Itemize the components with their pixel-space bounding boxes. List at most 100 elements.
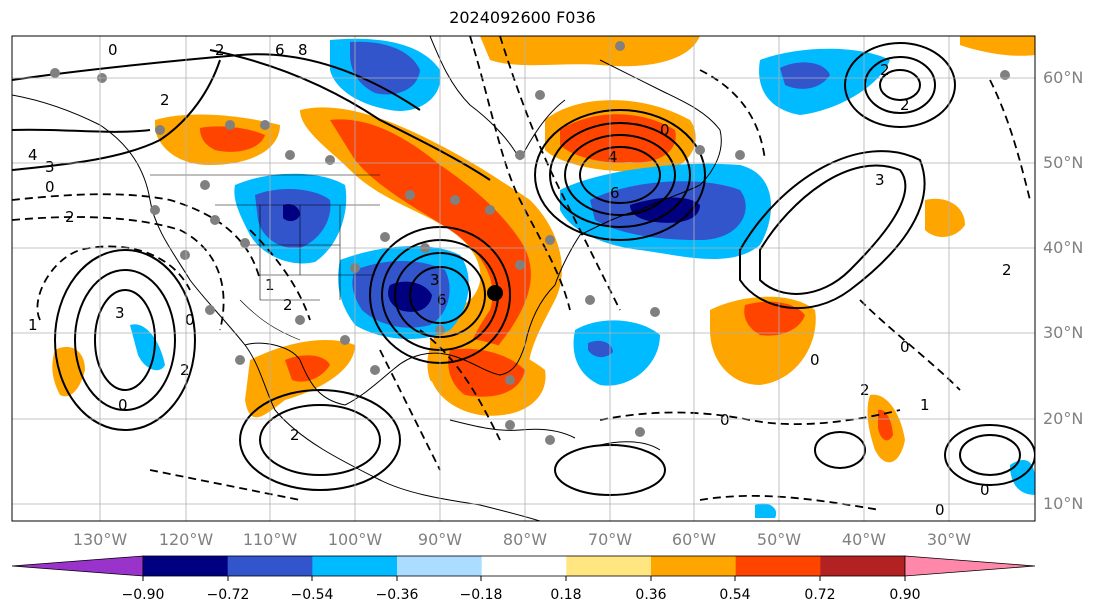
lon-label-100w: 100°W xyxy=(328,530,383,549)
lon-label-120w: 120°W xyxy=(159,530,214,549)
contour-label: 0 xyxy=(900,338,910,356)
colorbar-label: −0.18 xyxy=(460,587,503,603)
contour-label: 3 xyxy=(45,158,55,176)
shade-sky-caribbean xyxy=(573,320,660,386)
weather-map: 0 2 6 8 4 3 2 0 2 1 2 3 0 1 2 3 2 6 0 2 … xyxy=(11,35,1083,549)
lon-label-30w: 30°W xyxy=(927,530,971,549)
colorbar-label: −0.90 xyxy=(122,587,165,603)
gridlines xyxy=(12,36,1035,521)
colorbar-segment xyxy=(651,556,737,576)
contour-label: 2 xyxy=(283,296,293,314)
colorbar-segment xyxy=(397,556,483,576)
lat-label-50n: 50°N xyxy=(1043,153,1083,172)
lat-label-40n: 40°N xyxy=(1043,238,1083,257)
contour-label: 2 xyxy=(1002,261,1012,279)
lat-label-10n: 10°N xyxy=(1043,494,1083,513)
colorbar-label: 0.72 xyxy=(804,587,835,603)
colorbar-segment xyxy=(312,556,398,576)
colorbar-segment xyxy=(227,556,313,576)
lon-label-40w: 40°W xyxy=(842,530,886,549)
shade-red-ca xyxy=(744,301,805,336)
contour-label: 2 xyxy=(215,41,225,59)
lon-label-60w: 60°W xyxy=(672,530,716,549)
shade-sky-sw xyxy=(130,324,165,371)
colorbar-label: 0.54 xyxy=(719,587,750,603)
lon-label-80w: 80°W xyxy=(503,530,547,549)
shade-orange-ea xyxy=(925,198,965,237)
contour-label: 2 xyxy=(180,361,190,379)
contour-label: 4 xyxy=(608,148,618,166)
contour-label: 0 xyxy=(108,41,118,59)
contour-label: 4 xyxy=(28,146,38,164)
shade-navy-atlantic xyxy=(630,197,700,223)
coastlines xyxy=(12,36,722,521)
contour-label: 2 xyxy=(160,91,170,109)
lon-label-130w: 130°W xyxy=(73,530,128,549)
colorbar: −0.90 −0.72 −0.54 −0.36 −0.18 0.18 0.36 … xyxy=(11,555,1036,603)
colorbar-segment xyxy=(566,556,652,576)
colorbar-label: 0.90 xyxy=(889,587,920,603)
contour-label: 0 xyxy=(185,311,195,329)
contours-dashed xyxy=(12,36,1031,511)
contour-label: 2 xyxy=(880,61,890,79)
contour-label: 2 xyxy=(65,208,75,226)
shade-royal-caribbean xyxy=(588,340,613,358)
colorbar-label: −0.54 xyxy=(291,587,334,603)
map-title: 2024092600 F036 xyxy=(449,8,596,27)
lat-label-60n: 60°N xyxy=(1043,68,1083,87)
colorbar-under-arrow xyxy=(11,555,144,577)
lon-labels: 130°W 120°W 110°W 100°W 90°W 80°W 70°W 6… xyxy=(73,530,971,549)
contour-label: 3 xyxy=(115,304,125,322)
colorbar-segment xyxy=(481,556,567,576)
contour-label: 6 xyxy=(437,291,447,309)
colorbar-segment xyxy=(820,556,906,576)
colorbar-label: −0.72 xyxy=(207,587,250,603)
map-frame xyxy=(11,35,1036,522)
contour-label: 0 xyxy=(660,121,670,139)
shade-orange-ne xyxy=(960,36,1035,56)
contour-label: 1 xyxy=(28,316,38,334)
colorbar-label: 0.18 xyxy=(550,587,581,603)
contour-label: 0 xyxy=(118,396,128,414)
colorbar-segments xyxy=(142,555,906,577)
contour-label: 3 xyxy=(875,171,885,189)
colorbar-over-arrow xyxy=(904,555,1036,577)
shade-sky-se xyxy=(1010,460,1035,495)
colorbar-ticks xyxy=(142,576,906,581)
contour-label: 2 xyxy=(290,426,300,444)
shade-red-gl xyxy=(330,119,531,386)
contour-labels: 0 2 6 8 4 3 2 0 2 1 2 3 0 1 2 3 2 6 0 2 … xyxy=(28,41,1012,519)
shade-red-mexico xyxy=(285,355,330,382)
contour-label: 0 xyxy=(980,481,990,499)
shade-red-ea2 xyxy=(878,409,893,441)
colorbar-label: 0.36 xyxy=(635,587,666,603)
colorbar-segment xyxy=(735,556,821,576)
lon-label-70w: 70°W xyxy=(588,530,632,549)
shade-sky-sm xyxy=(755,503,777,518)
contour-label: 0 xyxy=(720,411,730,429)
lon-label-50w: 50°W xyxy=(757,530,801,549)
contour-label: 6 xyxy=(275,41,285,59)
lat-label-20n: 20°N xyxy=(1043,409,1083,428)
shade-orange-hudson xyxy=(480,36,700,67)
lat-labels: 60°N 50°N 40°N 30°N 20°N 10°N xyxy=(1043,68,1083,513)
colorbar-label: −0.36 xyxy=(376,587,419,603)
borders xyxy=(150,174,380,341)
lon-label-110w: 110°W xyxy=(243,530,298,549)
lon-label-90w: 90°W xyxy=(418,530,462,549)
contour-label: 0 xyxy=(45,178,55,196)
storm-center-marker xyxy=(487,285,503,301)
shade-red-nw xyxy=(200,126,265,152)
colorbar-segment xyxy=(143,556,229,576)
contour-label: 2 xyxy=(860,381,870,399)
contour-label: 1 xyxy=(920,396,930,414)
shade-red-gom xyxy=(448,348,525,397)
lat-label-30n: 30°N xyxy=(1043,323,1083,342)
contour-label: 0 xyxy=(810,351,820,369)
colorbar-labels: −0.90 −0.72 −0.54 −0.36 −0.18 0.18 0.36 … xyxy=(122,587,921,603)
shade-royal-na xyxy=(780,62,830,89)
contour-label: 6 xyxy=(610,184,620,202)
shade-navy-plains xyxy=(283,204,300,222)
contour-label: 8 xyxy=(298,41,308,59)
contour-label: 0 xyxy=(935,501,945,519)
